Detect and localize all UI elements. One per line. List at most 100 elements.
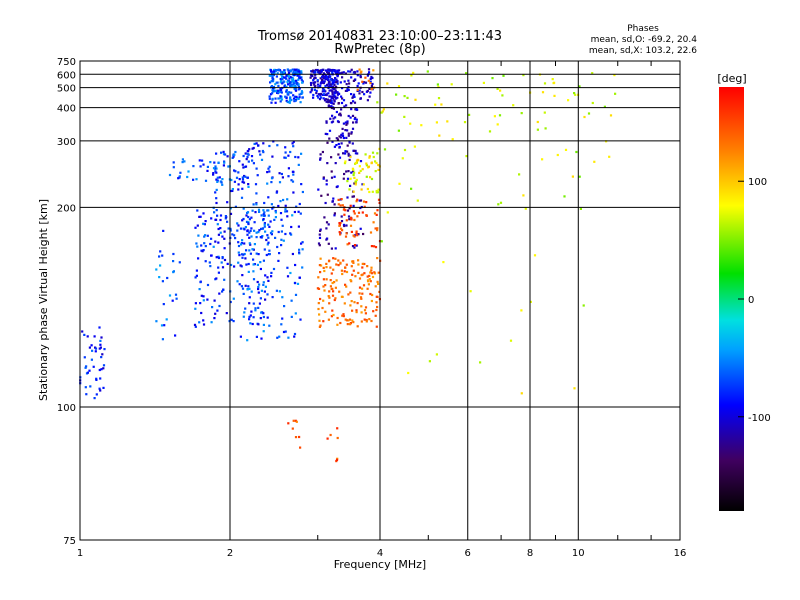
data-point bbox=[333, 70, 336, 73]
data-point bbox=[223, 258, 227, 262]
data-point bbox=[326, 237, 329, 240]
data-point bbox=[233, 169, 236, 172]
data-point bbox=[194, 307, 197, 310]
data-point bbox=[344, 283, 347, 286]
data-point bbox=[214, 167, 217, 170]
data-point bbox=[587, 112, 591, 115]
data-point bbox=[344, 152, 347, 155]
data-point bbox=[362, 200, 366, 203]
data-point bbox=[301, 248, 304, 251]
data-point bbox=[591, 72, 594, 75]
data-point bbox=[352, 121, 355, 124]
data-point bbox=[370, 85, 373, 88]
data-point bbox=[353, 176, 356, 179]
data-point bbox=[603, 105, 606, 108]
data-point bbox=[269, 231, 273, 234]
data-point bbox=[345, 232, 348, 235]
data-point bbox=[254, 211, 257, 214]
data-point bbox=[309, 91, 312, 94]
data-point bbox=[347, 134, 350, 137]
data-point bbox=[280, 70, 283, 73]
data-point bbox=[343, 302, 346, 305]
data-point bbox=[337, 71, 340, 74]
data-point bbox=[251, 159, 254, 162]
data-point bbox=[544, 127, 547, 130]
data-point bbox=[285, 85, 288, 88]
data-point bbox=[155, 320, 158, 323]
data-point bbox=[286, 79, 289, 82]
data-point bbox=[271, 155, 274, 158]
data-point bbox=[322, 177, 325, 180]
data-point bbox=[330, 247, 333, 250]
data-point bbox=[468, 113, 471, 116]
data-point bbox=[194, 276, 197, 279]
data-point bbox=[195, 242, 198, 245]
data-point bbox=[352, 261, 355, 264]
data-point bbox=[100, 368, 103, 371]
data-point bbox=[322, 278, 325, 281]
data-point bbox=[263, 225, 266, 228]
data-point bbox=[317, 242, 321, 245]
data-point bbox=[348, 141, 351, 144]
data-point bbox=[325, 75, 328, 78]
data-point bbox=[260, 158, 264, 161]
data-point bbox=[366, 265, 369, 268]
stats-o-line: mean, sd,O: -69.2, 20.4 bbox=[591, 35, 698, 45]
data-point bbox=[350, 68, 353, 71]
data-point bbox=[271, 79, 274, 82]
data-point bbox=[323, 99, 327, 102]
data-point bbox=[277, 230, 280, 234]
data-point bbox=[171, 299, 174, 302]
data-point bbox=[338, 72, 341, 75]
data-point bbox=[166, 276, 169, 280]
data-point bbox=[289, 232, 292, 235]
data-point bbox=[216, 180, 219, 183]
data-point bbox=[290, 91, 293, 94]
data-point bbox=[346, 177, 350, 180]
data-point bbox=[376, 227, 379, 230]
data-point bbox=[352, 170, 355, 173]
data-point bbox=[369, 280, 372, 283]
data-point bbox=[268, 249, 271, 252]
data-point bbox=[325, 227, 328, 230]
data-point bbox=[381, 110, 384, 113]
data-point bbox=[237, 183, 240, 186]
data-point bbox=[278, 68, 281, 71]
data-point bbox=[334, 247, 337, 250]
data-point bbox=[298, 70, 301, 73]
data-point bbox=[202, 163, 205, 166]
data-point bbox=[284, 330, 287, 333]
data-point bbox=[297, 156, 300, 159]
data-point bbox=[247, 262, 250, 266]
data-point bbox=[235, 176, 239, 179]
data-point bbox=[335, 71, 338, 74]
data-point bbox=[216, 176, 219, 179]
data-point bbox=[336, 93, 339, 96]
data-point bbox=[322, 80, 325, 83]
data-point bbox=[332, 102, 335, 105]
data-point bbox=[241, 239, 244, 242]
data-point bbox=[339, 136, 343, 139]
data-point bbox=[403, 148, 407, 152]
data-point bbox=[267, 209, 270, 212]
plot-area: 1 2 4 6 8 10 16 75 100 200 300 400 500 600 750 bbox=[57, 57, 686, 559]
data-point bbox=[248, 148, 251, 151]
data-point bbox=[290, 299, 293, 302]
data-point bbox=[324, 201, 327, 205]
data-point bbox=[281, 224, 284, 227]
data-point bbox=[294, 312, 297, 315]
data-point bbox=[328, 68, 331, 71]
data-point bbox=[353, 301, 356, 304]
data-point bbox=[361, 266, 364, 269]
data-point bbox=[86, 371, 89, 374]
data-point bbox=[240, 242, 243, 245]
data-point bbox=[412, 71, 415, 74]
data-point bbox=[279, 200, 282, 203]
data-point bbox=[246, 155, 249, 159]
data-point bbox=[336, 74, 339, 77]
data-point bbox=[215, 256, 218, 259]
data-point bbox=[268, 74, 271, 77]
data-point bbox=[266, 293, 269, 296]
data-point bbox=[322, 93, 325, 96]
data-point bbox=[221, 235, 224, 238]
